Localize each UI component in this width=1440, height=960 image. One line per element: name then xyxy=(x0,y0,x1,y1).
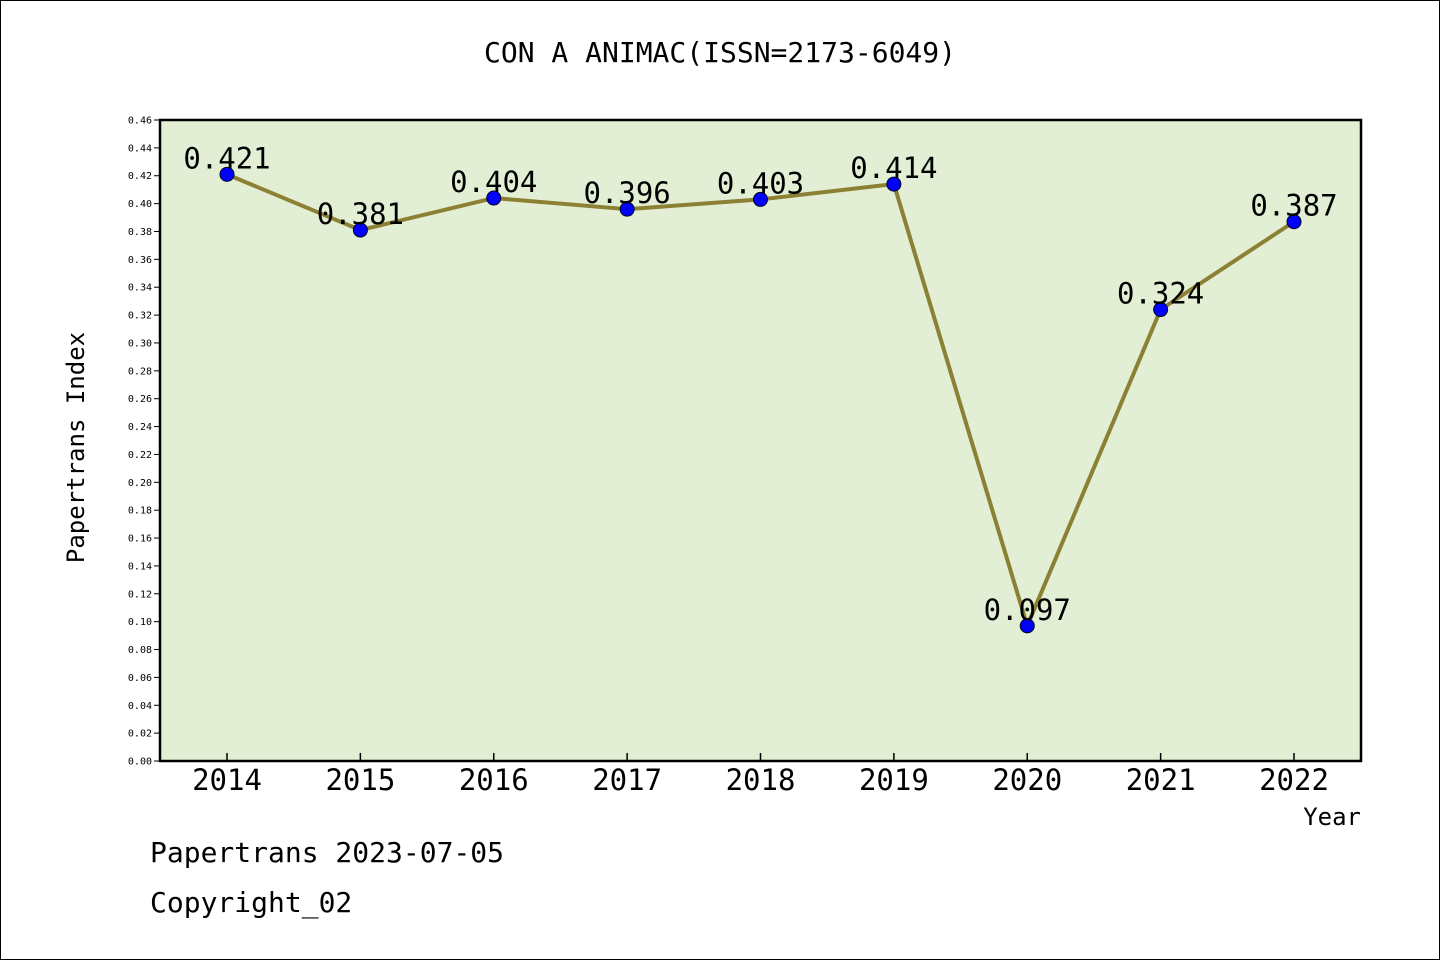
y-tick-label: 0.36 xyxy=(128,255,152,266)
y-tick-label: 0.20 xyxy=(128,478,152,489)
data-point xyxy=(886,176,902,192)
data-label: 0.404 xyxy=(450,165,537,199)
y-tick-label: 0.02 xyxy=(128,729,152,740)
data-point xyxy=(619,201,635,217)
y-axis-title: Papertrans Index xyxy=(62,332,90,563)
y-tick-label: 0.12 xyxy=(128,589,152,600)
data-point xyxy=(219,166,235,182)
footer-copyright: Copyright_02 xyxy=(150,886,353,919)
y-tick-label: 0.00 xyxy=(128,757,152,768)
y-tick-label: 0.34 xyxy=(128,283,152,294)
y-tick-label: 0.32 xyxy=(128,311,152,322)
y-tick-label: 0.46 xyxy=(128,116,152,127)
data-label: 0.403 xyxy=(717,166,804,200)
data-point xyxy=(1019,618,1035,634)
x-tick-label: 2017 xyxy=(592,763,662,797)
y-tick-label: 0.16 xyxy=(128,534,152,545)
data-label: 0.324 xyxy=(1117,277,1204,311)
data-label: 0.381 xyxy=(317,197,404,231)
y-tick-label: 0.38 xyxy=(128,227,152,238)
y-tick-label: 0.26 xyxy=(128,394,152,405)
x-tick-label: 2021 xyxy=(1126,763,1196,797)
y-tick-label: 0.18 xyxy=(128,506,152,517)
data-point xyxy=(1286,214,1302,230)
x-axis-title: Year xyxy=(1303,803,1361,831)
x-tick-label: 2015 xyxy=(325,763,395,797)
y-tick-label: 0.22 xyxy=(128,450,152,461)
y-tick-label: 0.44 xyxy=(128,143,152,154)
x-tick-label: 2016 xyxy=(459,763,529,797)
y-tick-label: 0.42 xyxy=(128,171,152,182)
data-point xyxy=(1153,302,1169,318)
data-label: 0.387 xyxy=(1250,189,1337,223)
plot-layer: 0.00 0.02 0.04 0.06 0.08 0.10 0.12 0.14 0.16 0.18… xyxy=(62,116,1363,831)
data-point xyxy=(486,190,502,206)
y-tick-label: 0.10 xyxy=(128,617,152,628)
data-label: 0.414 xyxy=(850,151,937,185)
y-tick-label: 0.06 xyxy=(128,673,152,684)
y-tick-label: 0.40 xyxy=(128,199,152,210)
data-label: 0.421 xyxy=(183,141,270,175)
y-tick-label: 0.14 xyxy=(128,561,152,572)
y-tick-label: 0.04 xyxy=(128,701,152,712)
y-tick-label: 0.08 xyxy=(128,645,152,656)
y-tick-label: 0.24 xyxy=(128,422,152,433)
x-tick-label: 2014 xyxy=(192,763,262,797)
y-tick-label: 0.28 xyxy=(128,366,152,377)
data-label: 0.396 xyxy=(583,176,670,210)
plot-border xyxy=(158,118,1363,763)
x-tick-label: 2019 xyxy=(859,763,929,797)
footer-date: Papertrans 2023-07-05 xyxy=(150,836,505,869)
data-label: 0.097 xyxy=(984,593,1071,627)
data-point xyxy=(753,191,768,207)
y-tick-label: 0.30 xyxy=(128,338,152,349)
x-tick-label: 2018 xyxy=(726,763,796,797)
data-point xyxy=(352,222,368,238)
chart-title: CON A ANIMAC(ISSN=2173-6049) xyxy=(483,36,956,69)
x-tick-label: 2020 xyxy=(992,763,1062,797)
x-tick-label: 2022 xyxy=(1259,763,1329,797)
